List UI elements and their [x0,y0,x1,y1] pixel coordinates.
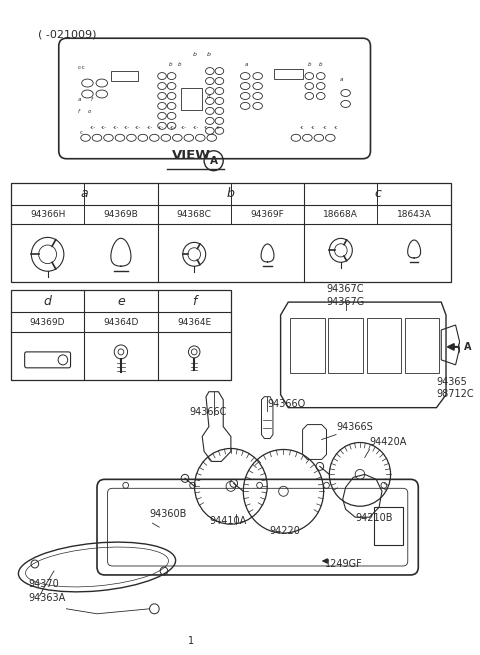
Text: 98712C: 98712C [436,388,474,399]
Text: -c-: -c- [181,125,187,130]
Bar [367,318,401,373]
Text: b: b [227,187,235,200]
Text: 94210B: 94210B [355,513,393,523]
Text: 94369D: 94369D [30,318,65,327]
Text: a: a [78,97,81,102]
Text: -c: -c [323,125,327,130]
Bar [181,88,202,110]
Text: 94365: 94365 [436,377,467,386]
Text: -c: -c [311,125,315,130]
Text: 94364D: 94364D [103,318,139,327]
Text: a: a [81,187,88,200]
Text: A: A [210,156,217,166]
Text: f: f [192,295,196,308]
Text: ( -021009): ( -021009) [38,29,96,39]
Text: 94369B: 94369B [104,210,138,219]
Text: 94367G: 94367G [326,297,365,307]
Bar [374,507,403,545]
Text: -c-: -c- [204,125,210,130]
Text: 1249GF: 1249GF [324,559,362,569]
Text: VIEW: VIEW [171,149,210,162]
Text: 94410A: 94410A [210,516,247,526]
Text: b: b [319,62,323,67]
Text: -c-: -c- [101,125,107,130]
Text: -c-: -c- [158,125,164,130]
Text: 94370: 94370 [28,579,59,589]
Text: -c-: -c- [192,125,199,130]
Text: 94366O: 94366O [267,399,305,409]
Bar [11,183,451,282]
Text: b: b [178,62,182,67]
Text: 94363A: 94363A [28,593,65,603]
Text: b: b [169,62,172,67]
Text: d: d [44,295,51,308]
Text: -c-: -c- [112,125,119,130]
Text: b: b [192,52,197,57]
Text: 94420A: 94420A [370,436,407,447]
Text: b: b [207,52,211,57]
Text: 94360B: 94360B [150,509,187,519]
Text: 94368C: 94368C [177,210,212,219]
Text: -c-: -c- [216,125,222,130]
Text: A: A [464,342,472,352]
Text: a: a [245,62,249,67]
Text: 1: 1 [188,635,194,646]
Text: o: o [87,109,91,114]
Text: -c-: -c- [89,125,96,130]
Text: -c-: -c- [135,125,142,130]
Text: 94366C: 94366C [190,407,227,417]
Text: 94366H: 94366H [30,210,65,219]
Bar [11,290,231,380]
Text: a: a [340,77,343,82]
Text: -c: -c [334,125,338,130]
Text: 94366S: 94366S [336,422,373,432]
Text: 94369F: 94369F [251,210,285,219]
Text: f: f [90,97,92,102]
Bar [274,69,302,79]
Text: c·c: c·c [78,65,85,70]
Bar [328,318,363,373]
Text: c: c [80,130,83,135]
Text: 94364E: 94364E [177,318,211,327]
Text: -c-: -c- [124,125,130,130]
Bar [111,71,138,81]
Bar [405,318,439,373]
Text: e: e [117,295,125,308]
Bar [290,318,324,373]
Text: b: b [307,62,311,67]
Text: f: f [78,109,80,114]
Text: -c-: -c- [169,125,176,130]
Text: c: c [374,187,381,200]
Text: -c: -c [300,125,304,130]
Text: d: d [207,94,210,99]
Text: 94367C: 94367C [326,284,364,294]
Text: 94220: 94220 [269,526,300,536]
Text: 18643A: 18643A [397,210,432,219]
Text: 18668A: 18668A [324,210,358,219]
Text: -c-: -c- [147,125,153,130]
